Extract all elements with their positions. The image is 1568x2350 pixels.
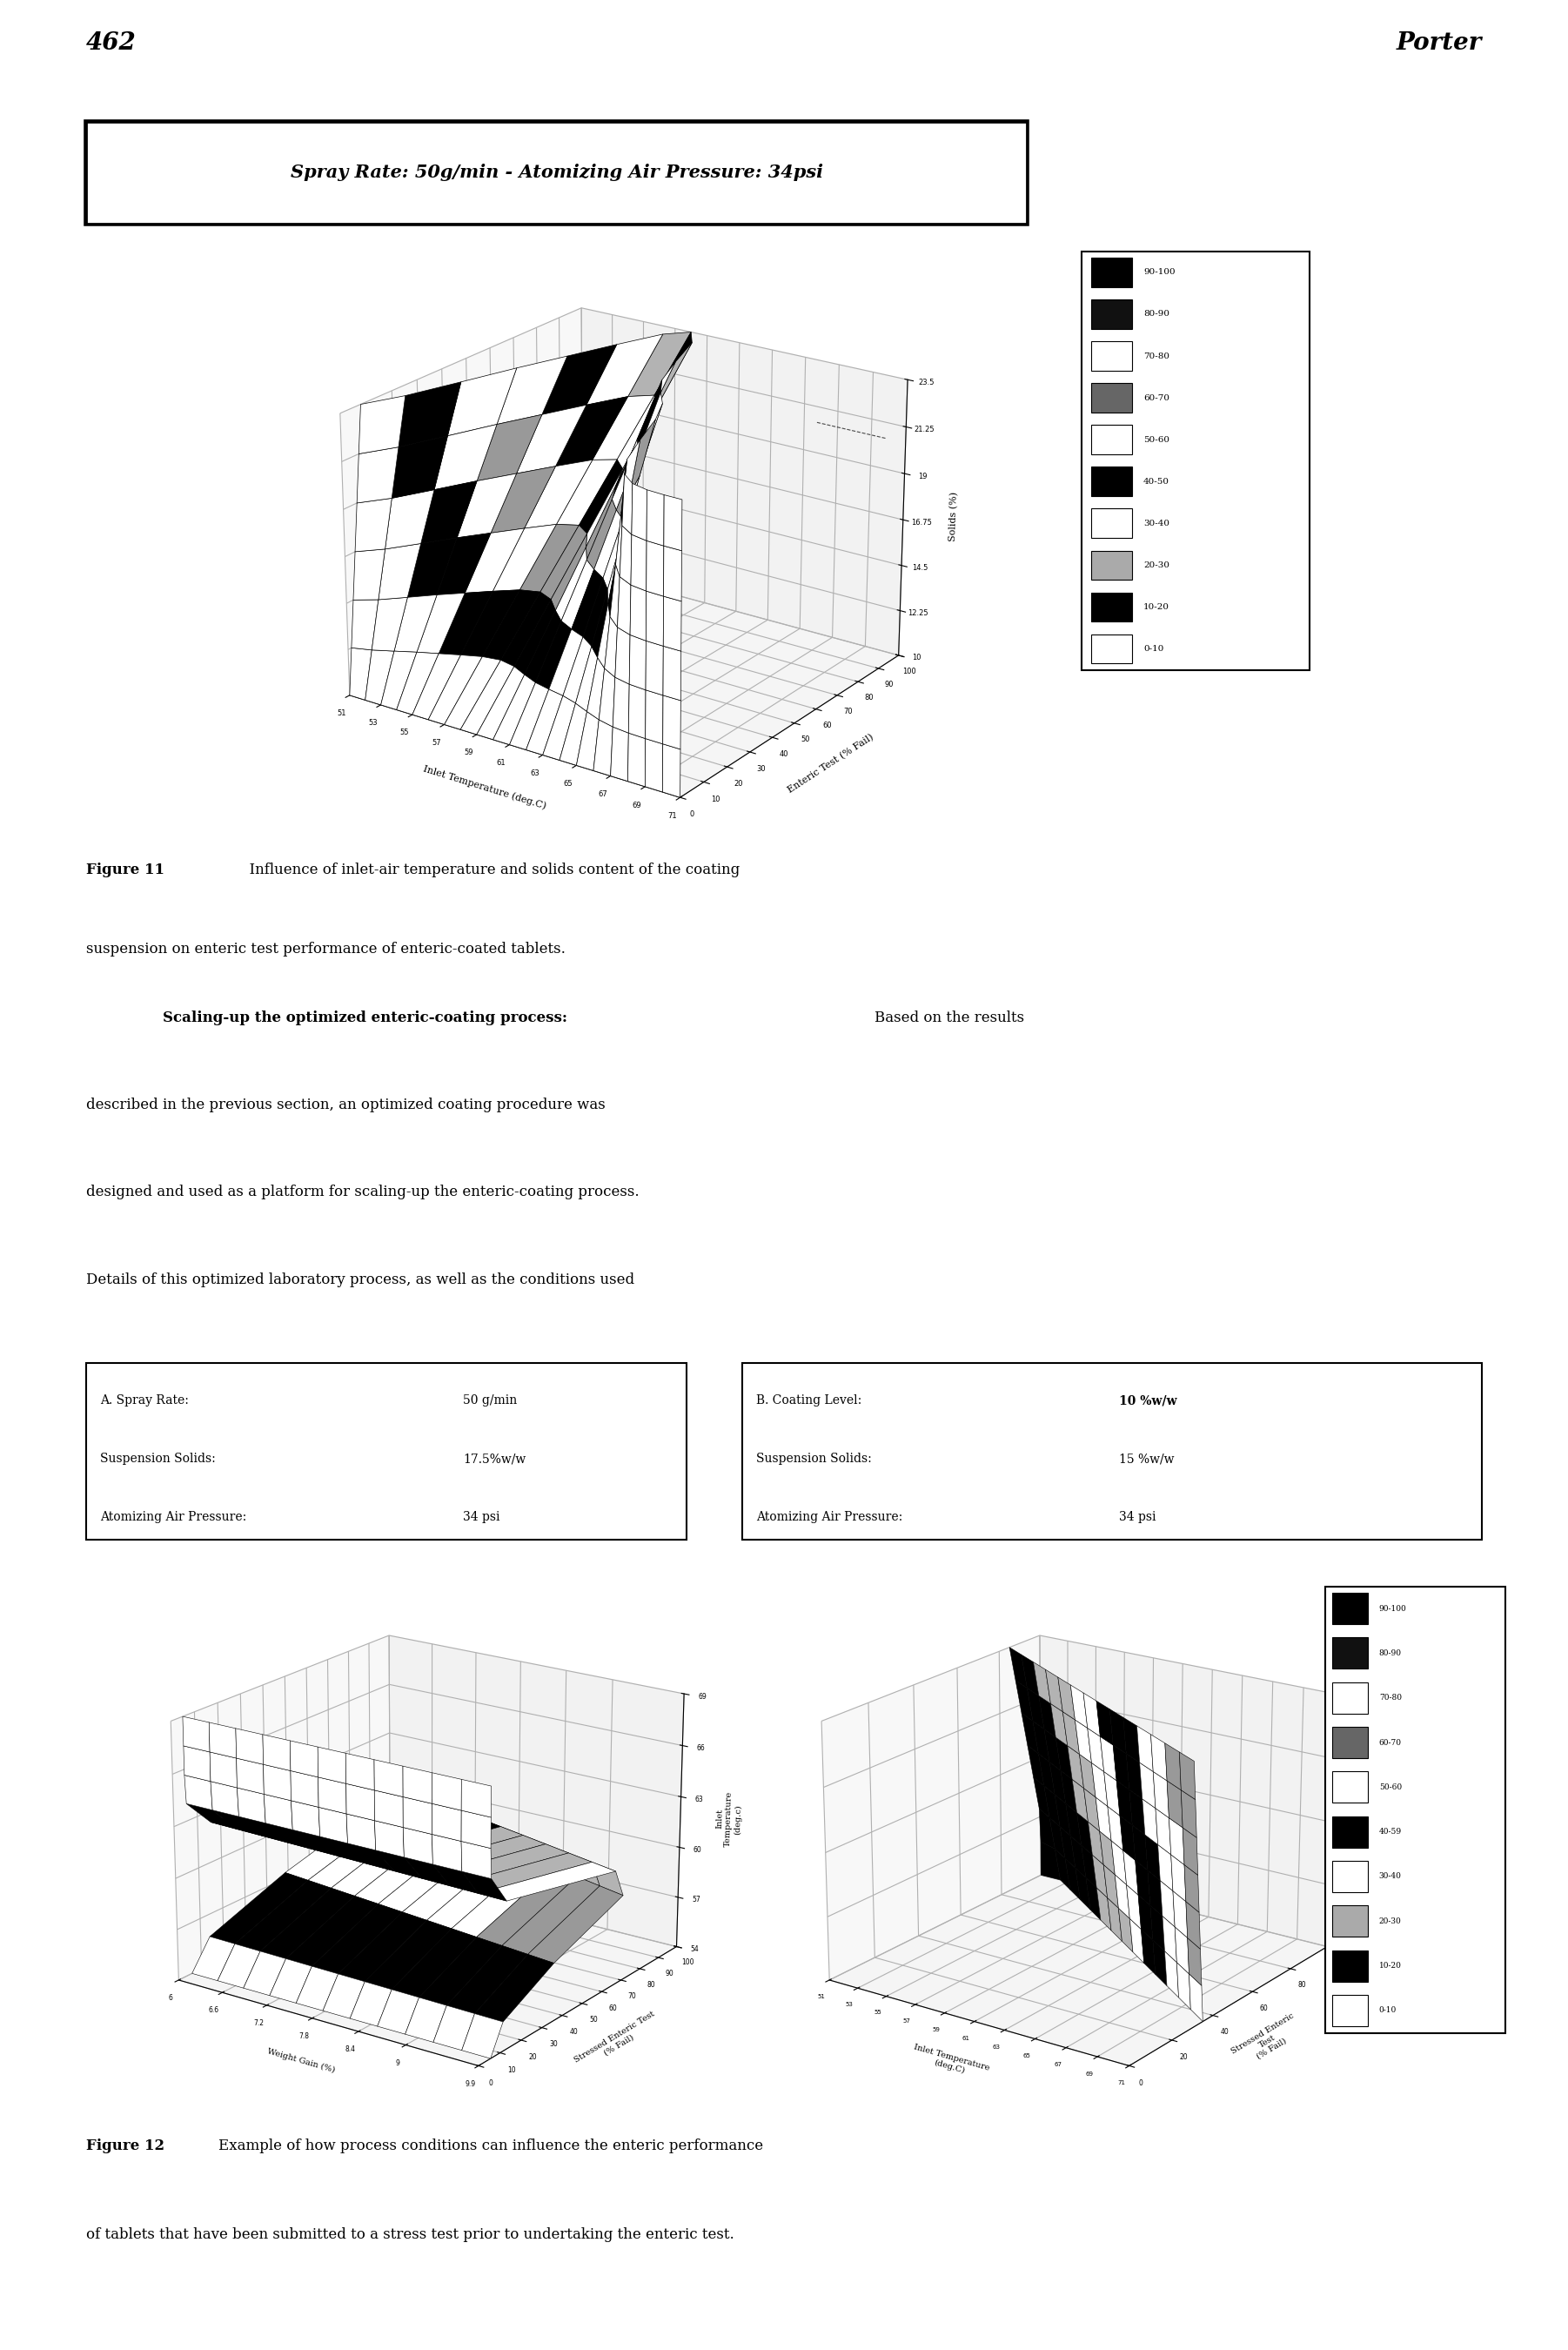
- X-axis label: Inlet Temperature (deg.C): Inlet Temperature (deg.C): [422, 764, 547, 811]
- Text: 80-90: 80-90: [1380, 1650, 1402, 1657]
- Text: Suspension Solids:: Suspension Solids:: [756, 1452, 872, 1464]
- Text: 70-80: 70-80: [1143, 352, 1170, 360]
- Text: B. Coating Level:: B. Coating Level:: [756, 1396, 861, 1408]
- Text: 17.5%w/w: 17.5%w/w: [463, 1452, 525, 1464]
- Text: 10 %w/w: 10 %w/w: [1120, 1396, 1178, 1408]
- Text: A. Spray Rate:: A. Spray Rate:: [100, 1396, 188, 1408]
- FancyBboxPatch shape: [86, 1363, 687, 1539]
- Text: 80-90: 80-90: [1143, 310, 1170, 317]
- FancyBboxPatch shape: [1091, 341, 1132, 371]
- FancyBboxPatch shape: [86, 122, 1027, 223]
- Text: 15 %w/w: 15 %w/w: [1120, 1452, 1174, 1464]
- Text: Atomizing Air Pressure:: Atomizing Air Pressure:: [756, 1511, 903, 1523]
- Text: 90-100: 90-100: [1380, 1605, 1406, 1612]
- FancyBboxPatch shape: [1091, 508, 1132, 538]
- Text: 60-70: 60-70: [1380, 1739, 1402, 1746]
- Text: Details of this optimized laboratory process, as well as the conditions used: Details of this optimized laboratory pro…: [86, 1271, 635, 1288]
- Text: Based on the results: Based on the results: [875, 1010, 1024, 1025]
- Text: 50-60: 50-60: [1380, 1784, 1402, 1791]
- Text: 40-59: 40-59: [1380, 1828, 1402, 1835]
- FancyBboxPatch shape: [1325, 1586, 1505, 2033]
- Text: described in the previous section, an optimized coating procedure was: described in the previous section, an op…: [86, 1097, 605, 1112]
- Text: 50 g/min: 50 g/min: [463, 1396, 517, 1408]
- Text: Porter: Porter: [1396, 31, 1482, 54]
- Text: 70-80: 70-80: [1380, 1694, 1402, 1701]
- Text: 0-10: 0-10: [1143, 644, 1163, 653]
- FancyBboxPatch shape: [1091, 592, 1132, 623]
- Y-axis label: Stressed Enteric Test
(% Fail): Stressed Enteric Test (% Fail): [572, 2009, 660, 2073]
- FancyBboxPatch shape: [1091, 383, 1132, 414]
- FancyBboxPatch shape: [1091, 468, 1132, 496]
- FancyBboxPatch shape: [1082, 251, 1309, 670]
- Y-axis label: Enteric Test (% Fail): Enteric Test (% Fail): [787, 733, 875, 794]
- Text: 20-30: 20-30: [1143, 562, 1170, 569]
- Text: 90-100: 90-100: [1143, 268, 1174, 277]
- FancyBboxPatch shape: [1333, 1683, 1369, 1713]
- FancyBboxPatch shape: [1333, 1593, 1369, 1624]
- Text: designed and used as a platform for scaling-up the enteric-coating process.: designed and used as a platform for scal…: [86, 1184, 640, 1198]
- FancyBboxPatch shape: [1333, 1861, 1369, 1892]
- FancyBboxPatch shape: [742, 1363, 1482, 1539]
- FancyBboxPatch shape: [1091, 425, 1132, 454]
- Text: 10-20: 10-20: [1380, 1962, 1402, 1969]
- FancyBboxPatch shape: [1333, 1950, 1369, 1981]
- Text: 30-40: 30-40: [1380, 1873, 1402, 1880]
- Text: Atomizing Air Pressure:: Atomizing Air Pressure:: [100, 1511, 246, 1523]
- Text: Scaling-up the optimized enteric-coating process:: Scaling-up the optimized enteric-coating…: [163, 1010, 568, 1025]
- Text: Influence of inlet-air temperature and solids content of the coating: Influence of inlet-air temperature and s…: [240, 862, 740, 877]
- Text: Figure 11: Figure 11: [86, 862, 165, 877]
- Text: 462: 462: [86, 31, 136, 54]
- Text: 40-50: 40-50: [1143, 477, 1170, 486]
- Text: Example of how process conditions can influence the enteric performance: Example of how process conditions can in…: [220, 2138, 764, 2153]
- FancyBboxPatch shape: [1333, 1906, 1369, 1936]
- FancyBboxPatch shape: [1333, 1995, 1369, 2026]
- Text: Figure 12: Figure 12: [86, 2138, 165, 2153]
- X-axis label: Weight Gain (%): Weight Gain (%): [267, 2047, 336, 2075]
- X-axis label: Inlet Temperature
(deg.C): Inlet Temperature (deg.C): [911, 2044, 991, 2082]
- Text: of tablets that have been submitted to a stress test prior to undertaking the en: of tablets that have been submitted to a…: [86, 2228, 734, 2242]
- FancyBboxPatch shape: [1091, 298, 1132, 329]
- Text: 50-60: 50-60: [1143, 435, 1170, 444]
- FancyBboxPatch shape: [1333, 1638, 1369, 1668]
- Text: Suspension Solids:: Suspension Solids:: [100, 1452, 216, 1464]
- Text: 60-70: 60-70: [1143, 395, 1170, 402]
- Text: suspension on enteric test performance of enteric-coated tablets.: suspension on enteric test performance o…: [86, 942, 566, 956]
- Text: 0-10: 0-10: [1380, 2007, 1397, 2014]
- FancyBboxPatch shape: [1333, 1727, 1369, 1758]
- Text: 30-40: 30-40: [1143, 519, 1170, 526]
- Y-axis label: Stressed Enteric
Test
(% Fail): Stressed Enteric Test (% Fail): [1229, 2012, 1305, 2070]
- Text: 10-20: 10-20: [1143, 604, 1170, 611]
- FancyBboxPatch shape: [86, 122, 1027, 223]
- FancyBboxPatch shape: [1091, 634, 1132, 663]
- Text: 20-30: 20-30: [1380, 1918, 1402, 1925]
- FancyBboxPatch shape: [1091, 258, 1132, 287]
- FancyBboxPatch shape: [1333, 1772, 1369, 1802]
- FancyBboxPatch shape: [1091, 550, 1132, 580]
- Text: 34 psi: 34 psi: [463, 1511, 500, 1523]
- Text: 34 psi: 34 psi: [1120, 1511, 1156, 1523]
- FancyBboxPatch shape: [1333, 1817, 1369, 1847]
- Text: Spray Rate: 50g/min - Atomizing Air Pressure: 34psi: Spray Rate: 50g/min - Atomizing Air Pres…: [290, 165, 823, 181]
